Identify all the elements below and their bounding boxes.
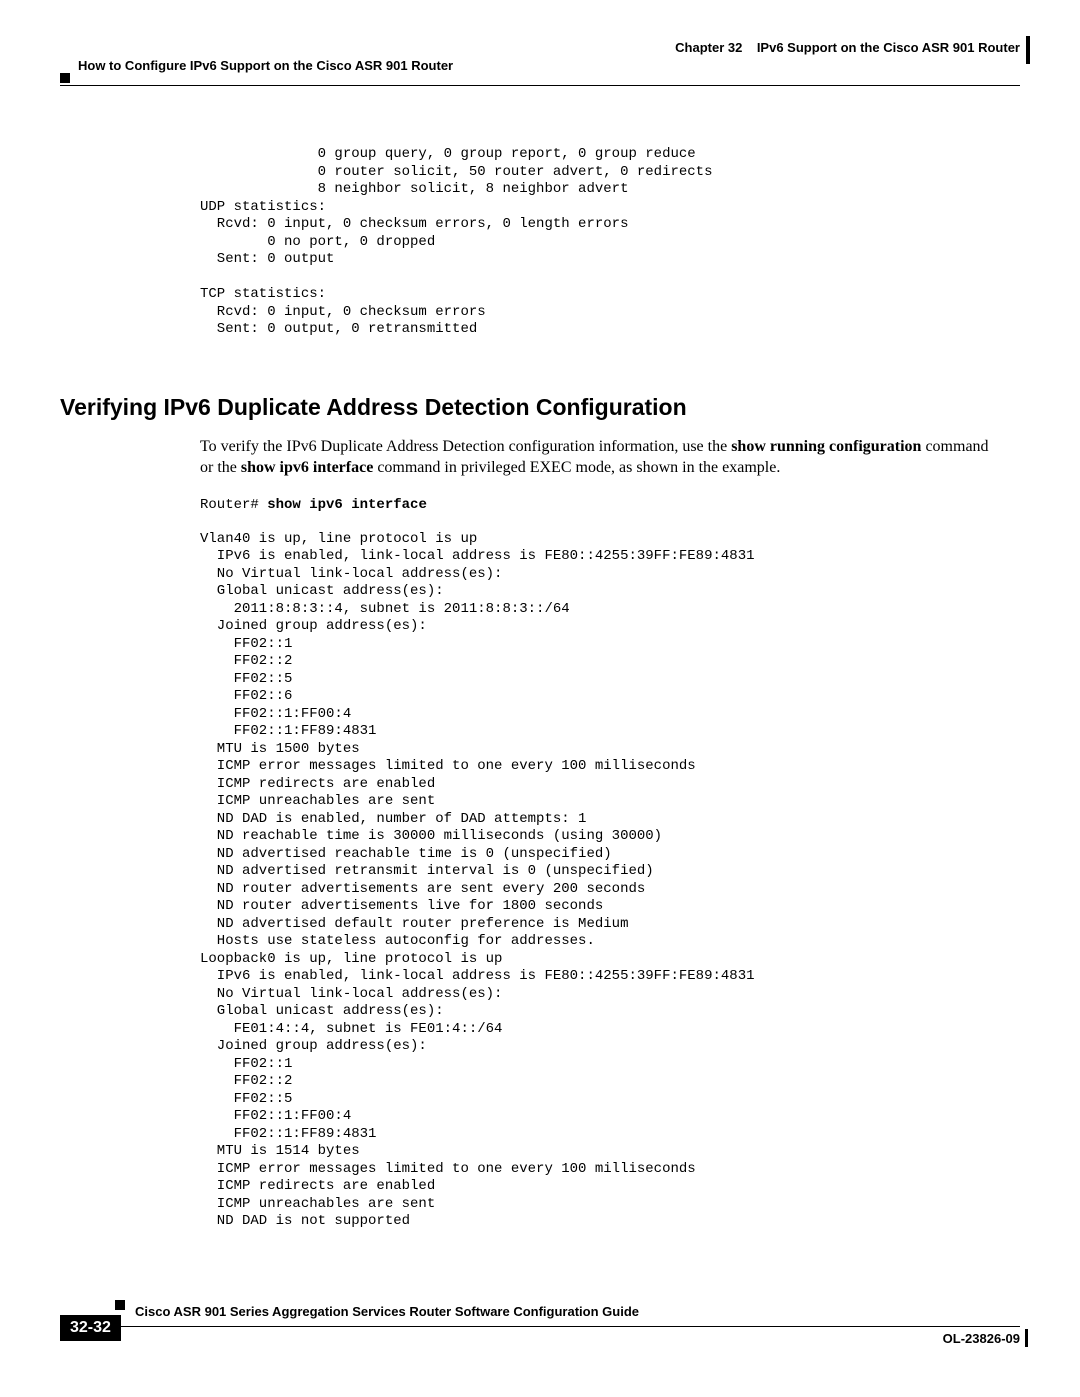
para-bold1: show running configuration: [731, 438, 921, 455]
header-box-icon: [60, 73, 70, 83]
document-id: OL-23826-09: [943, 1331, 1020, 1346]
chapter-label: Chapter 32: [675, 40, 742, 55]
section-title: How to Configure IPv6 Support on the Cis…: [78, 58, 453, 73]
body-paragraph: To verify the IPv6 Duplicate Address Det…: [200, 436, 1000, 479]
para-part3: command in privileged EXEC mode, as show…: [373, 459, 780, 476]
chapter-title: IPv6 Support on the Cisco ASR 901 Router: [757, 40, 1020, 55]
footer-rule: 32-32 OL-23826-09: [60, 1326, 1020, 1357]
page-header: Chapter 32 IPv6 Support on the Cisco ASR…: [60, 40, 1020, 86]
code-block-interface: Vlan40 is up, line protocol is up IPv6 i…: [200, 531, 1020, 1231]
page-footer: Cisco ASR 901 Series Aggregation Service…: [60, 1326, 1020, 1357]
footer-box-icon: [115, 1300, 125, 1310]
code-block-statistics: 0 group query, 0 group report, 0 group r…: [200, 146, 1020, 339]
header-right-bar: [1026, 36, 1030, 64]
para-bold2: show ipv6 interface: [241, 459, 373, 476]
section-heading: Verifying IPv6 Duplicate Address Detecti…: [60, 394, 1020, 421]
router-command: show ipv6 interface: [267, 497, 427, 513]
document-page: Chapter 32 IPv6 Support on the Cisco ASR…: [0, 0, 1080, 1397]
para-part1: To verify the IPv6 Duplicate Address Det…: [200, 438, 731, 455]
header-chapter: Chapter 32 IPv6 Support on the Cisco ASR…: [675, 40, 1020, 55]
footer-doc-title: Cisco ASR 901 Series Aggregation Service…: [135, 1304, 639, 1319]
page-number: 32-32: [60, 1315, 121, 1341]
router-prompt: Router#: [200, 497, 267, 513]
doc-id-bar: [1025, 1329, 1028, 1347]
router-command-line: Router# show ipv6 interface: [200, 497, 1020, 513]
header-section: How to Configure IPv6 Support on the Cis…: [60, 58, 453, 73]
